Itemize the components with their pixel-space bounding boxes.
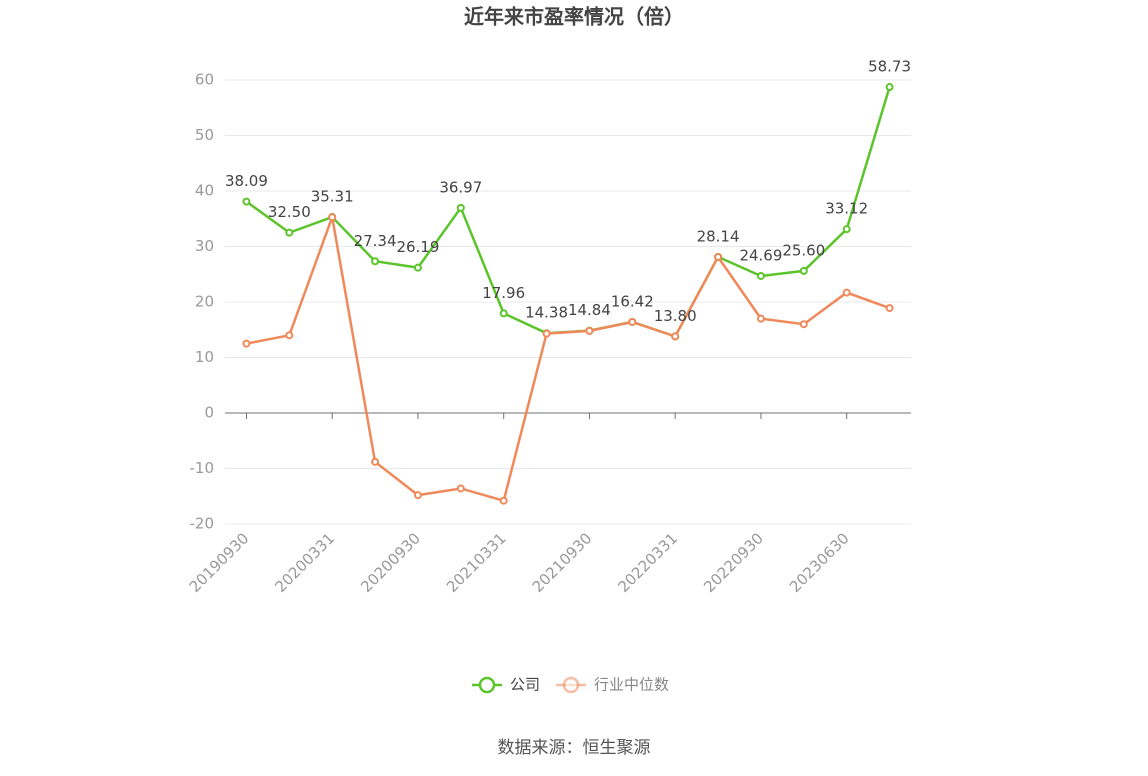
- point: [842, 225, 851, 234]
- data-label: 58.73: [868, 58, 911, 76]
- y-tick-label: 0: [204, 404, 214, 422]
- x-tick-label: 20210331: [443, 529, 510, 596]
- x-tick-label: 20200331: [271, 529, 338, 596]
- point: [628, 317, 637, 326]
- point: [756, 271, 765, 280]
- point: [413, 263, 422, 272]
- legend-label: 行业中位数: [594, 676, 669, 694]
- data-label: 38.09: [225, 172, 268, 190]
- x-tick-label: 20220331: [614, 529, 681, 596]
- point: [371, 257, 380, 266]
- legend-marker: [478, 676, 496, 694]
- series-line: [246, 212, 890, 503]
- point: [585, 326, 594, 335]
- point: [885, 304, 894, 313]
- point: [885, 83, 894, 92]
- point: [285, 228, 294, 237]
- x-tick-label: 20190930: [186, 529, 253, 596]
- point: [456, 203, 465, 212]
- point: [756, 314, 765, 323]
- y-tick-label: 20: [195, 293, 214, 311]
- data-label: 24.69: [739, 246, 782, 264]
- point: [242, 339, 251, 348]
- point: [671, 332, 680, 341]
- point: [542, 329, 551, 338]
- point: [285, 331, 294, 340]
- data-label: 28.14: [697, 227, 740, 245]
- data-label: 32.50: [268, 203, 311, 221]
- source: 数据来源：恒生聚源: [498, 738, 651, 758]
- point: [499, 309, 508, 318]
- y-tick-label: -10: [190, 459, 215, 477]
- x-tick-label: 20210930: [529, 529, 596, 596]
- y-tick-label: -20: [190, 515, 215, 533]
- y-tick-label: 60: [195, 71, 214, 89]
- point: [413, 491, 422, 500]
- point: [242, 197, 251, 206]
- legend-label: 公司: [510, 676, 540, 694]
- x-tick-label: 20200930: [357, 529, 424, 596]
- data-label: 36.97: [439, 178, 482, 196]
- point: [328, 213, 337, 222]
- data-label: 13.80: [654, 307, 697, 325]
- data-label: 27.34: [354, 232, 397, 250]
- point: [714, 253, 723, 262]
- x-tick-label: 20220930: [700, 529, 767, 596]
- series-line: [245, 86, 891, 338]
- data-label: 25.60: [782, 241, 825, 259]
- data-label: 35.31: [311, 188, 354, 206]
- y-tick-label: 50: [195, 126, 214, 144]
- data-label: 17.96: [482, 284, 525, 302]
- chart-title: 近年来市盈率情况（倍）: [464, 5, 684, 29]
- data-label: 16.42: [611, 292, 654, 310]
- y-tick-label: 30: [195, 237, 214, 255]
- point: [799, 266, 808, 275]
- point: [499, 496, 508, 505]
- data-label: 14.84: [568, 301, 611, 319]
- y-tick-label: 10: [195, 348, 214, 366]
- point: [371, 457, 380, 466]
- data-label: 26.19: [396, 238, 439, 256]
- legend-marker: [562, 676, 580, 694]
- y-tick-label: 40: [195, 182, 214, 200]
- x-tick-label: 20230630: [786, 529, 853, 596]
- data-label: 33.12: [825, 200, 868, 218]
- data-label: 14.38: [525, 304, 568, 322]
- point: [456, 484, 465, 493]
- point: [799, 320, 808, 329]
- point: [842, 288, 851, 297]
